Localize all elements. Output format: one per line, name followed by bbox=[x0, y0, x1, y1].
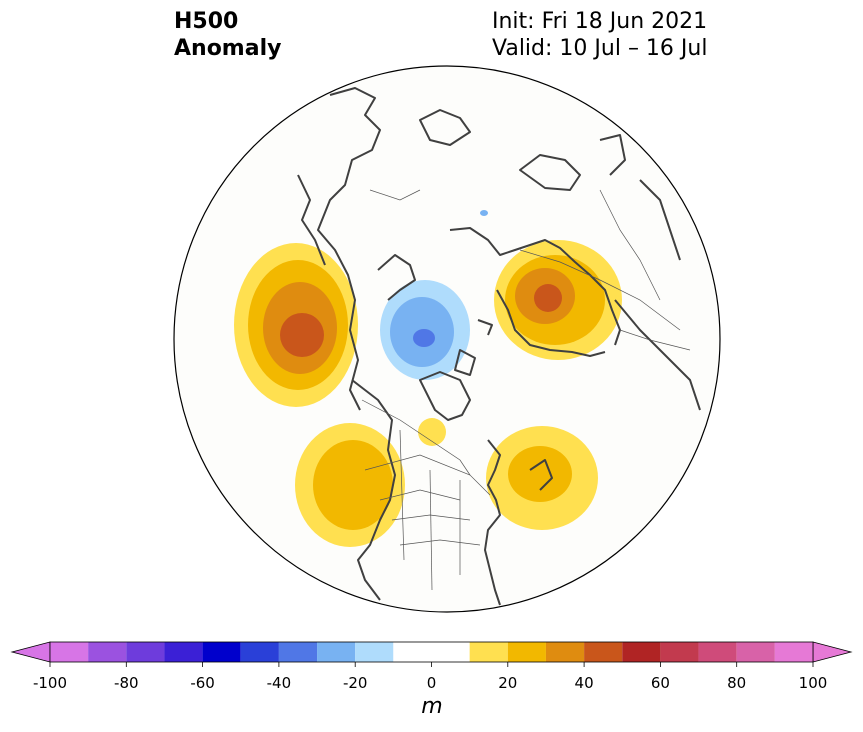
colorbar-extend-low bbox=[10, 641, 51, 663]
anomaly-north-atlantic bbox=[486, 426, 598, 530]
colorbar-segment bbox=[622, 642, 661, 662]
colorbar-segment bbox=[164, 642, 203, 662]
colorbar-segment bbox=[584, 642, 623, 662]
colorbar-segment bbox=[317, 642, 356, 662]
colorbar-tick-label: 20 bbox=[498, 674, 518, 692]
colorbar-tick-label: 100 bbox=[798, 674, 828, 692]
colorbar-segment bbox=[240, 642, 279, 662]
polar-map bbox=[173, 65, 721, 613]
colorbar-unit-label: m bbox=[421, 694, 443, 719]
init-date-label: Init: Fri 18 Jun 2021 bbox=[492, 9, 708, 34]
colorbar-segment bbox=[202, 642, 241, 662]
colorbar-tick-label: 0 bbox=[426, 674, 437, 692]
colorbar-tick-label: 60 bbox=[650, 674, 670, 692]
colorbar-extend-high bbox=[812, 641, 853, 663]
colorbar-tick-label: -100 bbox=[32, 674, 68, 692]
colorbar-segment bbox=[88, 642, 127, 662]
colorbar-tick-label: 80 bbox=[727, 674, 747, 692]
colorbar-tick-label: -40 bbox=[266, 674, 292, 692]
colorbar-segment bbox=[660, 642, 699, 662]
anomaly-pacific-ridge bbox=[234, 243, 358, 407]
colorbar-segment bbox=[545, 642, 585, 662]
colorbar-segment bbox=[774, 642, 813, 662]
borders bbox=[361, 189, 691, 591]
colorbar bbox=[10, 641, 853, 667]
colorbar-tick-label: -20 bbox=[342, 674, 368, 692]
colorbar-segment bbox=[126, 642, 165, 662]
colorbar-segment bbox=[393, 642, 470, 662]
colorbar-segment bbox=[355, 642, 394, 662]
colorbar-segment bbox=[278, 642, 318, 662]
colorbar-segments bbox=[10, 641, 853, 663]
colorbar-segment bbox=[469, 642, 508, 662]
colorbar-segment bbox=[50, 642, 89, 662]
map-title: H500 Anomaly bbox=[174, 8, 281, 62]
coastlines bbox=[297, 87, 701, 606]
title-variable-line1: H500 bbox=[174, 9, 239, 34]
title-variable-line2: Anomaly bbox=[174, 36, 282, 61]
colorbar-tick-label: -60 bbox=[190, 674, 215, 692]
anomaly-arctic-trough bbox=[380, 210, 488, 380]
map-dates: Init: Fri 18 Jun 2021 Valid: 10 Jul – 16… bbox=[492, 8, 707, 62]
anomaly-siberian-ridge bbox=[494, 240, 622, 360]
colorbar-tick-label: -80 bbox=[114, 674, 139, 692]
map-boundary bbox=[173, 65, 721, 613]
colorbar-tick-label: 40 bbox=[574, 674, 594, 692]
colorbar-segment bbox=[736, 642, 775, 662]
colorbar-segment bbox=[507, 642, 546, 662]
colorbar-segment bbox=[698, 642, 737, 662]
valid-date-label: Valid: 10 Jul – 16 Jul bbox=[492, 36, 708, 61]
colorbar-ticks bbox=[49, 662, 814, 667]
anomaly-western-north-america bbox=[295, 418, 446, 547]
